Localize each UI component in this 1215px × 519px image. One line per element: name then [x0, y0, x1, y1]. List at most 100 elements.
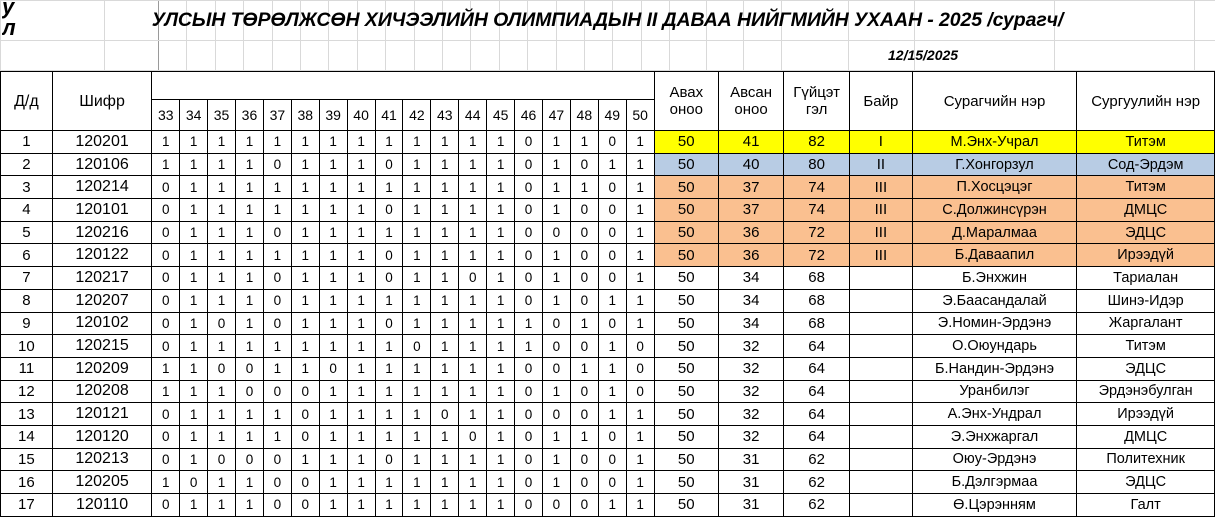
cell-answer-41: 1	[374, 175, 404, 200]
cell-answer-47: 0	[541, 493, 571, 517]
cell-answer-36: 0	[235, 379, 264, 404]
cell-rank: III	[849, 198, 913, 222]
cell-answer-40: 1	[346, 243, 376, 268]
cell-answer-47: 1	[541, 424, 571, 449]
table-row[interactable]: 9 120102 0 1 0 1 0 1 1 1 0 1 1 1 1 1 0 1 0 1 50 34 68 Э.Номин-Э…	[0, 311, 1215, 336]
cell-got-score: 34	[717, 266, 785, 290]
cell-answer-44: 1	[458, 198, 488, 222]
table-row[interactable]: 10 120215 0 1 1 1 1 1 1 1 1 0 1 1 1 1 0 0 1 0 50 32 64 О.Оюунда…	[0, 334, 1215, 358]
cell-percent: 62	[783, 493, 851, 517]
cell-answer-46: 0	[514, 493, 543, 517]
table-row[interactable]: 17 120110 0 1 1 1 0 0 1 1 1 1 1 1 1 0 0 0 1 1 50 31 62 Ө.Цэрэнн…	[0, 493, 1215, 517]
cell-answer-41: 0	[374, 198, 404, 222]
cell-answer-33: 1	[151, 470, 181, 494]
col-header-question-48: 48	[569, 99, 599, 131]
cell-answer-41: 0	[374, 152, 404, 177]
table-row[interactable]: 14 120120 0 1 1 1 1 0 1 1 1 1 1 0 1 0 1 1 0 1 50 32 64 Э.Энхжар…	[0, 424, 1215, 449]
cell-answer-36: 1	[235, 198, 264, 222]
cell-index: 10	[0, 334, 53, 358]
cell-got-score: 34	[717, 311, 785, 336]
cell-answer-47: 1	[541, 175, 571, 200]
cell-answer-34: 1	[179, 243, 209, 268]
cell-student-name: Оюу-Эрдэнэ	[911, 447, 1078, 472]
cell-answer-39: 1	[318, 379, 348, 404]
cell-answer-37: 0	[262, 379, 292, 404]
cell-answer-33: 1	[151, 356, 181, 381]
cell-answer-48: 0	[569, 243, 599, 268]
cell-answer-46: 0	[514, 220, 543, 245]
table-row[interactable]: 1 120201 1 1 1 1 1 1 1 1 1 1 1 1 1 0 1 1 0 1 50 41 82 I М.Энх-Уч…	[0, 130, 1215, 154]
col-header-question-47: 47	[541, 99, 571, 131]
cell-answer-47: 0	[541, 402, 571, 426]
cell-answer-50: 1	[625, 402, 655, 426]
col-header-question-36: 36	[235, 99, 264, 131]
cell-answer-33: 1	[151, 379, 181, 404]
cell-answer-50: 0	[625, 334, 655, 358]
cell-answer-44: 1	[458, 152, 488, 177]
cell-rank	[849, 356, 913, 381]
cell-got-score: 32	[717, 424, 785, 449]
cell-code: 120121	[51, 402, 153, 426]
table-row[interactable]: 5 120216 0 1 1 1 0 1 1 1 1 1 1 1 1 0 0 0 0 1 50 36 72 III Д.Мара…	[0, 220, 1215, 245]
cell-answer-39: 1	[318, 447, 348, 472]
cell-rank	[849, 266, 913, 290]
table-row[interactable]: 3 120214 0 1 1 1 1 1 1 1 1 1 1 1 1 0 1 1 0 1 50 37 74 III П.Хосц…	[0, 175, 1215, 200]
col-header-question-42: 42	[402, 99, 432, 131]
cell-index: 14	[0, 424, 53, 449]
table-row[interactable]: 12 120208 1 1 1 0 0 0 1 1 1 1 1 1 1 0 1 0 1 0 50 32 64 Уранбилэ…	[0, 379, 1215, 404]
cell-percent: 62	[783, 470, 851, 494]
cell-answer-48: 1	[569, 311, 599, 336]
cell-answer-48: 0	[569, 266, 599, 290]
cell-answer-49: 0	[597, 175, 627, 200]
table-row[interactable]: 7 120217 0 1 1 1 0 1 1 1 0 1 1 0 1 0 1 0 0 1 50 34 68 Б.Энхжин Т…	[0, 266, 1215, 290]
table-row[interactable]: 6 120122 0 1 1 1 1 1 1 1 0 1 1 1 1 0 1 0 0 1 50 36 72 III Б.Дава…	[0, 243, 1215, 268]
cell-answer-39: 1	[318, 311, 348, 336]
cell-answer-36: 0	[235, 356, 264, 381]
cell-max-score: 50	[653, 334, 719, 358]
cell-answer-36: 1	[235, 175, 264, 200]
cell-answer-45: 1	[486, 447, 516, 472]
cell-student-name: П.Хосцэцэг	[911, 175, 1078, 200]
header-row-top: Д/д Шифр Авах оноо Авсан оноо Гүйцэт гэл…	[0, 71, 1215, 131]
cell-index: 6	[0, 243, 53, 268]
cell-answer-43: 1	[430, 152, 460, 177]
table-row[interactable]: 15 120213 0 1 0 0 0 1 1 1 0 1 1 1 1 0 1 0 0 1 50 31 62 Оюу-Эрдэ…	[0, 447, 1215, 472]
col-header-question-35: 35	[207, 99, 236, 131]
cell-answer-38: 1	[290, 334, 320, 358]
cell-answer-39: 1	[318, 152, 348, 177]
results-table: Д/д Шифр Авах оноо Авсан оноо Гүйцэт гэл…	[0, 71, 1215, 517]
table-row[interactable]: 2 120106 1 1 1 1 0 1 1 1 0 1 1 1 1 0 1 0 1 1 50 40 80 II Г.Хонго…	[0, 152, 1215, 177]
cell-code: 120215	[51, 334, 153, 358]
cell-answer-33: 0	[151, 198, 181, 222]
cell-index: 4	[0, 198, 53, 222]
table-row[interactable]: 4 120101 0 1 1 1 1 1 1 1 0 1 1 1 1 0 1 0 0 1 50 37 74 III С.Долж…	[0, 198, 1215, 222]
col-header-question-49: 49	[597, 99, 627, 131]
cell-answer-43: 1	[430, 311, 460, 336]
cell-school-name: Жаргалант	[1076, 311, 1215, 336]
table-row[interactable]: 16 120205 1 0 1 1 0 0 1 1 1 1 1 1 1 0 1 0 0 1 50 31 62 Б.Дэлгэр…	[0, 470, 1215, 494]
cell-answer-38: 1	[290, 175, 320, 200]
cell-answer-36: 1	[235, 130, 264, 154]
cell-school-name: Титэм	[1076, 334, 1215, 358]
cell-rank	[849, 447, 913, 472]
cell-answer-49: 1	[597, 334, 627, 358]
cell-answer-42: 1	[402, 198, 432, 222]
cell-answer-40: 1	[346, 356, 376, 381]
table-row[interactable]: 8 120207 0 1 1 1 0 1 1 1 1 1 1 1 1 0 1 0 1 1 50 34 68 Э.Баасанд…	[0, 288, 1215, 313]
cell-answer-50: 1	[625, 152, 655, 177]
cell-index: 3	[0, 175, 53, 200]
cell-answer-41: 1	[374, 334, 404, 358]
cell-answer-35: 1	[207, 334, 236, 358]
cell-answer-41: 1	[374, 402, 404, 426]
cell-answer-49: 1	[597, 152, 627, 177]
cell-rank	[849, 402, 913, 426]
table-row[interactable]: 11 120209 1 1 0 0 1 1 0 1 1 1 1 1 1 0 0 1 1 0 50 32 64 Б.Нандин…	[0, 356, 1215, 381]
col-header-question-39: 39	[318, 99, 348, 131]
cell-answer-33: 1	[151, 130, 181, 154]
table-row[interactable]: 13 120121 0 1 1 1 1 0 1 1 1 1 0 1 1 0 0 0 1 1 50 32 64 А.Энх-Ун…	[0, 402, 1215, 426]
cell-answer-43: 1	[430, 379, 460, 404]
cell-percent: 64	[783, 402, 851, 426]
cell-answer-38: 1	[290, 198, 320, 222]
cell-answer-34: 1	[179, 130, 209, 154]
